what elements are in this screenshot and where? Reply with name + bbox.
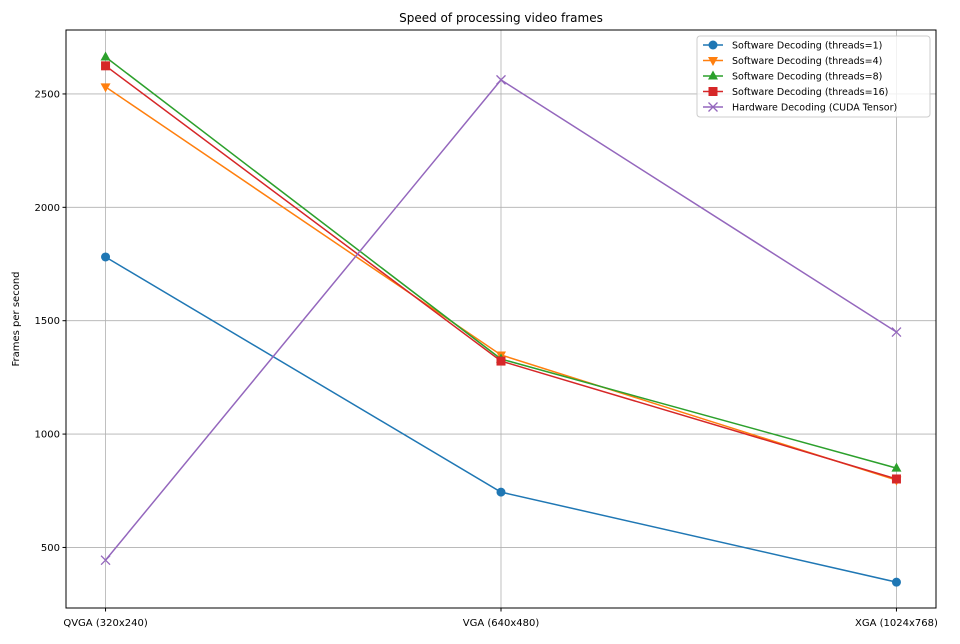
y-tick-label: 1000 <box>35 430 60 441</box>
series-3 <box>101 61 901 484</box>
legend-entry: Software Decoding (threads=1) <box>703 40 882 52</box>
legend: Software Decoding (threads=1) Software De… <box>696 35 931 118</box>
x-tick-label: QVGA (320x240) <box>63 618 147 629</box>
chart-title: Speed of processing video frames <box>399 11 603 25</box>
series-4 <box>100 74 902 566</box>
marker-circle <box>891 577 901 587</box>
marker-square <box>891 474 901 484</box>
y-tick-label: 2000 <box>35 203 60 214</box>
y-tick-label: 500 <box>41 543 60 554</box>
marker-x <box>891 327 902 337</box>
marker-square <box>101 61 111 71</box>
legend-label: Hardware Decoding (CUDA Tensor) <box>732 103 897 114</box>
legend-entry: Hardware Decoding (CUDA Tensor) <box>703 102 897 114</box>
plot-frame <box>65 29 937 609</box>
marker-triangle-up <box>100 51 111 61</box>
marker-circle <box>101 252 111 262</box>
y-tick-label: 2500 <box>35 89 60 100</box>
marker-circle <box>496 487 506 497</box>
legend-label: Software Decoding (threads=16) <box>732 87 888 98</box>
legend-label: Software Decoding (threads=8) <box>732 72 882 83</box>
legend-entry: Software Decoding (threads=4) <box>703 56 882 67</box>
series-lines <box>100 51 902 587</box>
marker-x <box>100 555 111 566</box>
marker-x <box>708 102 718 112</box>
marker-x <box>496 74 506 85</box>
legend-label: Software Decoding (threads=4) <box>732 56 882 67</box>
marker-triangle-down <box>708 57 718 66</box>
y-tick-label: 1500 <box>35 316 60 327</box>
legend-label: Software Decoding (threads=1) <box>732 41 882 52</box>
grid <box>66 30 936 608</box>
marker-triangle-down <box>100 83 111 93</box>
marker-square <box>496 356 506 366</box>
y-axis-label: Frames per second <box>11 272 22 367</box>
legend-entry: Software Decoding (threads=8) <box>703 70 882 83</box>
x-tick-label: XGA (1024x768) <box>855 618 938 629</box>
marker-circle <box>708 40 718 50</box>
axis-ticks: 500 1000 1500 2000 2500 QVGA (320x240) VGA (64… <box>35 89 938 629</box>
legend-entry: Software Decoding (threads=16) <box>703 87 888 98</box>
marker-triangle-up <box>891 462 902 472</box>
x-tick-label: VGA (640x480) <box>463 618 540 629</box>
legend-box <box>696 35 931 118</box>
marker-square <box>708 87 718 96</box>
marker-triangle-up <box>708 70 718 80</box>
series-0 <box>101 252 901 587</box>
